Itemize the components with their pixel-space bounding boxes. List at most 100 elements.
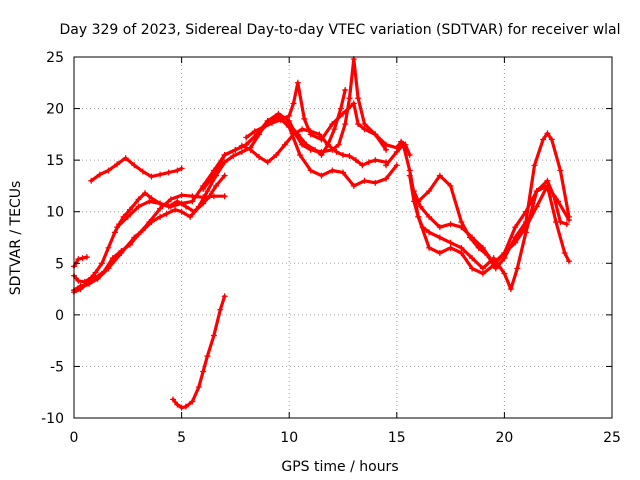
data-point-marker — [553, 219, 560, 226]
data-point-marker — [105, 244, 112, 251]
data-point-marker — [365, 159, 372, 166]
data-point-marker — [307, 146, 314, 153]
data-point-marker — [299, 141, 306, 148]
y-tick-label: 5 — [55, 256, 64, 272]
data-point-marker — [475, 244, 482, 251]
data-point-marker — [286, 112, 293, 119]
y-axis-label: SDTVAR / TECUs — [8, 181, 24, 296]
data-point-marker — [383, 175, 390, 182]
data-point-marker — [111, 229, 118, 236]
data-point-marker — [135, 196, 142, 203]
data-point-marker — [118, 249, 125, 256]
data-point-marker — [436, 172, 443, 179]
series-arc-d — [88, 155, 185, 184]
data-point-marker — [333, 148, 340, 155]
data-point-marker — [393, 162, 400, 169]
data-point-marker — [458, 249, 465, 256]
data-point-marker — [200, 368, 207, 375]
data-point-marker — [479, 265, 486, 272]
data-point-marker — [492, 265, 499, 272]
data-point-marker — [335, 141, 342, 148]
data-point-marker — [307, 167, 314, 174]
x-tick-label: 20 — [495, 430, 513, 446]
series-layer — [71, 56, 572, 411]
data-point-marker — [75, 277, 82, 284]
data-point-marker — [221, 293, 228, 300]
data-point-marker — [484, 252, 491, 259]
x-axis-label: GPS time / hours — [281, 459, 398, 475]
data-point-marker — [469, 255, 476, 262]
series-arc-g — [200, 56, 390, 193]
chart-title: Day 329 of 2023, Sidereal Day-to-day VTE… — [59, 22, 620, 38]
data-point-marker — [200, 186, 207, 193]
x-tick-label: 25 — [603, 430, 621, 446]
data-point-marker — [157, 213, 164, 220]
plot-frame — [73, 56, 613, 419]
y-tick-label: 15 — [46, 153, 64, 169]
data-point-marker — [217, 306, 224, 313]
data-point-marker — [210, 172, 217, 179]
data-point-marker — [243, 134, 250, 141]
series-arc-m — [415, 130, 572, 272]
data-point-marker — [88, 274, 95, 281]
data-point-marker — [342, 87, 349, 94]
data-point-marker — [148, 173, 155, 180]
series-arc-e — [71, 113, 400, 294]
data-point-marker — [167, 196, 174, 203]
data-point-marker — [512, 234, 519, 241]
data-point-marker — [77, 282, 84, 289]
data-point-marker — [372, 131, 379, 138]
data-point-marker — [105, 265, 112, 272]
series-line — [244, 81, 412, 157]
data-point-marker — [411, 188, 418, 195]
data-point-marker — [148, 219, 155, 226]
data-point-marker — [206, 193, 213, 200]
data-point-marker — [393, 148, 400, 155]
y-tick-label: -5 — [50, 359, 64, 375]
data-point-marker — [260, 124, 267, 131]
axis-ticks: 0 5 10 15 20 25 -10 -5 0 5 10 15 20 25 — [41, 50, 621, 446]
data-point-marker — [157, 200, 164, 207]
data-point-marker — [372, 179, 379, 186]
data-point-marker — [398, 138, 405, 145]
data-point-marker — [114, 224, 121, 231]
data-point-marker — [522, 219, 529, 226]
data-point-marker — [114, 161, 121, 168]
y-tick-label: -10 — [41, 411, 64, 427]
data-point-marker — [301, 115, 308, 122]
data-point-marker — [178, 208, 185, 215]
data-point-marker — [406, 167, 413, 174]
data-point-marker — [131, 234, 138, 241]
data-point-marker — [561, 249, 568, 256]
data-point-marker — [195, 384, 202, 391]
series-line — [416, 131, 571, 270]
data-point-marker — [466, 234, 473, 241]
data-point-marker — [221, 172, 228, 179]
data-point-marker — [544, 182, 551, 189]
data-point-marker — [507, 286, 514, 293]
data-point-marker — [189, 198, 196, 205]
data-point-marker — [329, 121, 336, 128]
data-point-marker — [79, 255, 86, 262]
y-tick-label: 10 — [46, 205, 64, 221]
data-point-marker — [346, 95, 353, 102]
series-line — [201, 57, 388, 191]
data-point-marker — [342, 121, 349, 128]
data-point-marker — [400, 141, 407, 148]
data-point-marker — [557, 167, 564, 174]
data-point-marker — [238, 142, 245, 149]
data-point-marker — [238, 148, 245, 155]
data-point-marker — [88, 177, 95, 184]
data-point-marker — [352, 157, 359, 164]
data-point-marker — [318, 172, 325, 179]
data-point-marker — [469, 265, 476, 272]
data-point-marker — [544, 130, 551, 137]
data-point-marker — [331, 126, 338, 133]
data-point-marker — [174, 401, 181, 408]
data-point-marker — [361, 121, 368, 128]
data-point-marker — [83, 254, 90, 261]
data-point-marker — [178, 192, 185, 199]
data-point-marker — [383, 146, 390, 153]
data-point-marker — [346, 153, 353, 160]
